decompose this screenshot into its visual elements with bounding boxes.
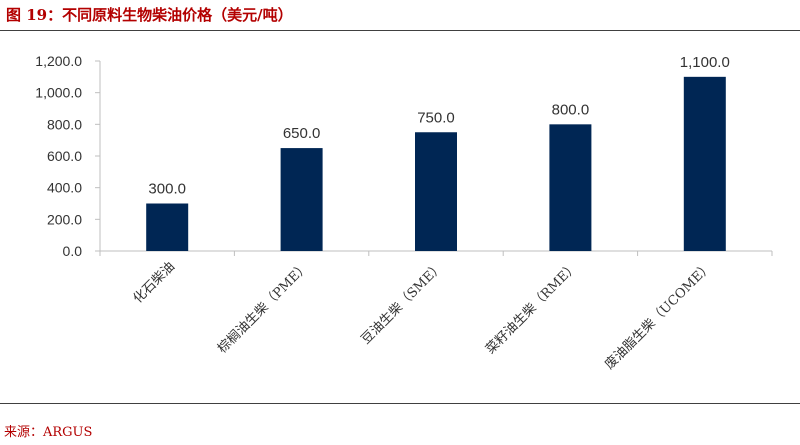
data-label: 300.0 <box>148 181 186 198</box>
y-tick-label: 200.0 <box>47 211 82 227</box>
data-label: 800.0 <box>552 101 590 118</box>
data-label: 650.0 <box>283 125 321 142</box>
bar-chart: 0.0 200.0 400.0 600.0 800.0 1,000.0 1,200.0 300… <box>35 53 773 373</box>
x-category-label: 化石柴油 <box>131 259 178 306</box>
figure-title: 图 19：不同原料生物柴油价格（美元/吨） <box>6 6 293 24</box>
data-label: 1,100.0 <box>680 54 730 71</box>
y-tick-label: 1,200.0 <box>35 53 82 69</box>
bar <box>146 203 189 251</box>
bar <box>549 124 592 251</box>
bar <box>415 132 457 251</box>
y-tick-label: 1,000.0 <box>35 85 82 101</box>
y-tick-label: 0.0 <box>63 243 83 259</box>
x-category-label: 棕榈油生柴（PME） <box>215 259 312 356</box>
x-category-label: 废油脂生柴（UCOME） <box>602 259 716 373</box>
top-rule <box>0 30 800 31</box>
bottom-rule <box>0 403 800 404</box>
x-category-label: 菜籽油生柴（RME） <box>483 259 581 357</box>
y-tick-label: 800.0 <box>47 116 82 132</box>
bar <box>683 76 726 251</box>
y-tick-label: 400.0 <box>47 180 82 196</box>
source-note: 来源：ARGUS <box>4 425 93 440</box>
y-tick-label: 600.0 <box>47 148 82 164</box>
bar <box>280 148 323 251</box>
x-category-label: 豆油生柴（SME） <box>359 259 447 347</box>
data-label: 750.0 <box>417 109 455 126</box>
